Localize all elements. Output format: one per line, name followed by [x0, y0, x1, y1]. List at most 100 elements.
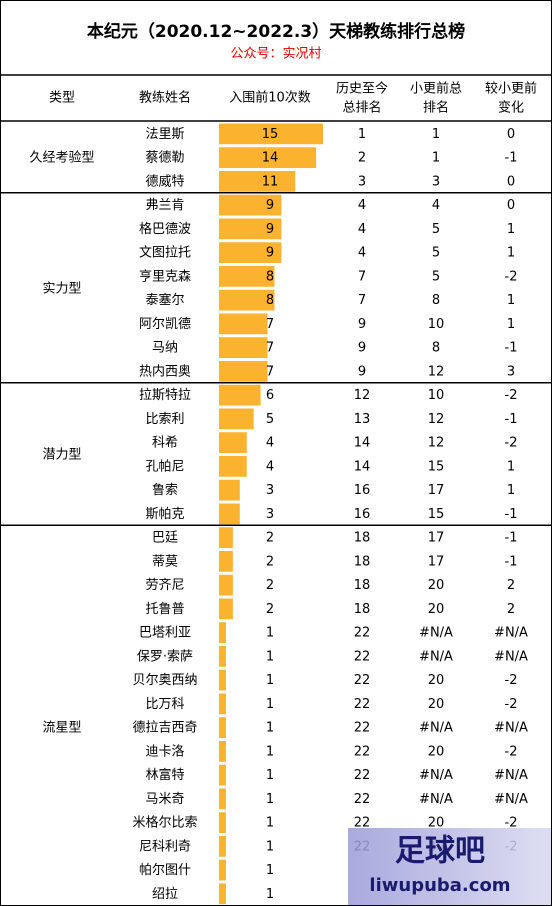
- rank-cell: 5: [432, 222, 440, 237]
- count-bar: [219, 337, 268, 358]
- rank-cell: 7: [358, 269, 366, 284]
- count-value: 1: [266, 673, 274, 688]
- rank-cell: 20: [428, 697, 445, 712]
- rank-cell: #N/A: [419, 792, 453, 807]
- count-value: 1: [266, 697, 274, 712]
- rank-cell: -2: [505, 673, 518, 688]
- coach-name: 比万科: [145, 697, 184, 712]
- rank-cell: 2: [507, 578, 515, 593]
- rank-cell: 22: [354, 649, 371, 664]
- count-bar: [219, 242, 282, 263]
- count-value: 4: [266, 436, 274, 451]
- count-bar: [219, 123, 323, 145]
- rank-cell: 22: [354, 792, 371, 807]
- rank-cell: 9: [358, 317, 366, 332]
- coach-name: 绍拉: [152, 887, 178, 902]
- count-bar: [219, 194, 282, 216]
- count-value: 1: [266, 887, 274, 902]
- coach-name: 阿尔凯德: [139, 317, 191, 332]
- rank-cell: 1: [507, 246, 515, 261]
- rank-cell: 12: [428, 412, 445, 427]
- count-bar: [219, 432, 247, 453]
- rank-cell: 3: [358, 174, 366, 189]
- count-value: 6: [266, 388, 274, 403]
- count-value: 1: [266, 649, 274, 664]
- count-value: 9: [266, 198, 274, 213]
- rank-cell: 20: [428, 744, 445, 759]
- coach-name: 拉斯特拉: [139, 388, 191, 403]
- coach-name: 米格尔比索: [132, 815, 197, 831]
- rank-cell: #N/A: [419, 649, 453, 664]
- rank-cell: 1: [507, 293, 515, 308]
- rank-cell: 22: [354, 768, 371, 783]
- rank-cell: 18: [354, 531, 371, 546]
- count-bar: [219, 266, 275, 287]
- count-value: 1: [266, 768, 274, 783]
- count-value: 1: [266, 744, 274, 759]
- header-cell: 较小更前: [485, 81, 537, 97]
- count-bar: [219, 788, 226, 810]
- subtitle: 公众号：实况村: [230, 47, 321, 62]
- count-bar: [219, 646, 226, 667]
- rank-cell: 17: [428, 554, 445, 569]
- count-value: 8: [266, 293, 274, 308]
- rank-cell: 8: [432, 293, 440, 308]
- count-bar: [219, 218, 282, 240]
- coach-name: 迪卡洛: [145, 744, 184, 759]
- count-bar: [219, 574, 233, 596]
- header-cell: 类型: [49, 91, 75, 106]
- count-bar: [219, 551, 233, 572]
- watermark-bg: [348, 828, 551, 905]
- coach-name: 巴廷: [152, 531, 178, 546]
- count-value: 1: [266, 792, 274, 807]
- coach-name: 亨里克森: [139, 268, 191, 284]
- header-cell: 排名: [423, 100, 449, 116]
- rank-cell: -1: [505, 412, 518, 427]
- coach-name: 鲁索: [152, 483, 178, 498]
- coach-name: 托鲁普: [145, 602, 184, 617]
- coach-name: 贝尔奥西纳: [132, 673, 197, 688]
- rank-cell: 1: [507, 483, 515, 498]
- rank-cell: 0: [507, 198, 515, 213]
- count-bar: [219, 361, 268, 382]
- count-bar: [219, 313, 268, 335]
- rank-cell: 4: [432, 198, 440, 213]
- rank-cell: -1: [505, 507, 518, 522]
- coach-name: 弗兰肯: [145, 198, 184, 213]
- count-bar: [219, 741, 226, 762]
- rank-cell: 18: [354, 554, 371, 569]
- rank-cell: -2: [505, 744, 518, 759]
- coach-name: 格巴德波: [139, 221, 191, 237]
- count-bar: [219, 693, 226, 715]
- rank-cell: 13: [354, 412, 371, 427]
- rank-cell: 12: [354, 388, 371, 403]
- count-value: 8: [266, 269, 274, 284]
- coach-name: 马米奇: [145, 791, 184, 807]
- rank-cell: 14: [354, 459, 371, 474]
- count-value: 9: [266, 246, 274, 261]
- group-label: 久经考验型: [29, 150, 94, 166]
- count-value: 14: [262, 151, 279, 166]
- count-bar: [219, 669, 226, 691]
- rank-cell: #N/A: [494, 768, 528, 783]
- rank-cell: 10: [428, 388, 445, 403]
- rank-cell: #N/A: [494, 626, 528, 641]
- rank-cell: -2: [505, 436, 518, 451]
- count-value: 3: [266, 507, 274, 522]
- rank-cell: #N/A: [494, 721, 528, 736]
- count-value: 5: [266, 412, 274, 427]
- group-label: 实力型: [42, 281, 81, 296]
- coach-name: 德拉吉西奇: [132, 720, 197, 736]
- coach-name: 文图拉托: [139, 246, 191, 261]
- coach-name: 法里斯: [145, 127, 184, 142]
- count-bar: [219, 622, 226, 643]
- count-value: 3: [266, 483, 274, 498]
- coach-name: 孔帕尼: [145, 459, 184, 474]
- rank-cell: 20: [428, 816, 445, 831]
- group-label: 潜力型: [42, 448, 81, 463]
- rank-cell: 2: [358, 151, 366, 166]
- rank-cell: 14: [354, 436, 371, 451]
- count-bar: [219, 503, 240, 525]
- count-bar: [219, 764, 226, 786]
